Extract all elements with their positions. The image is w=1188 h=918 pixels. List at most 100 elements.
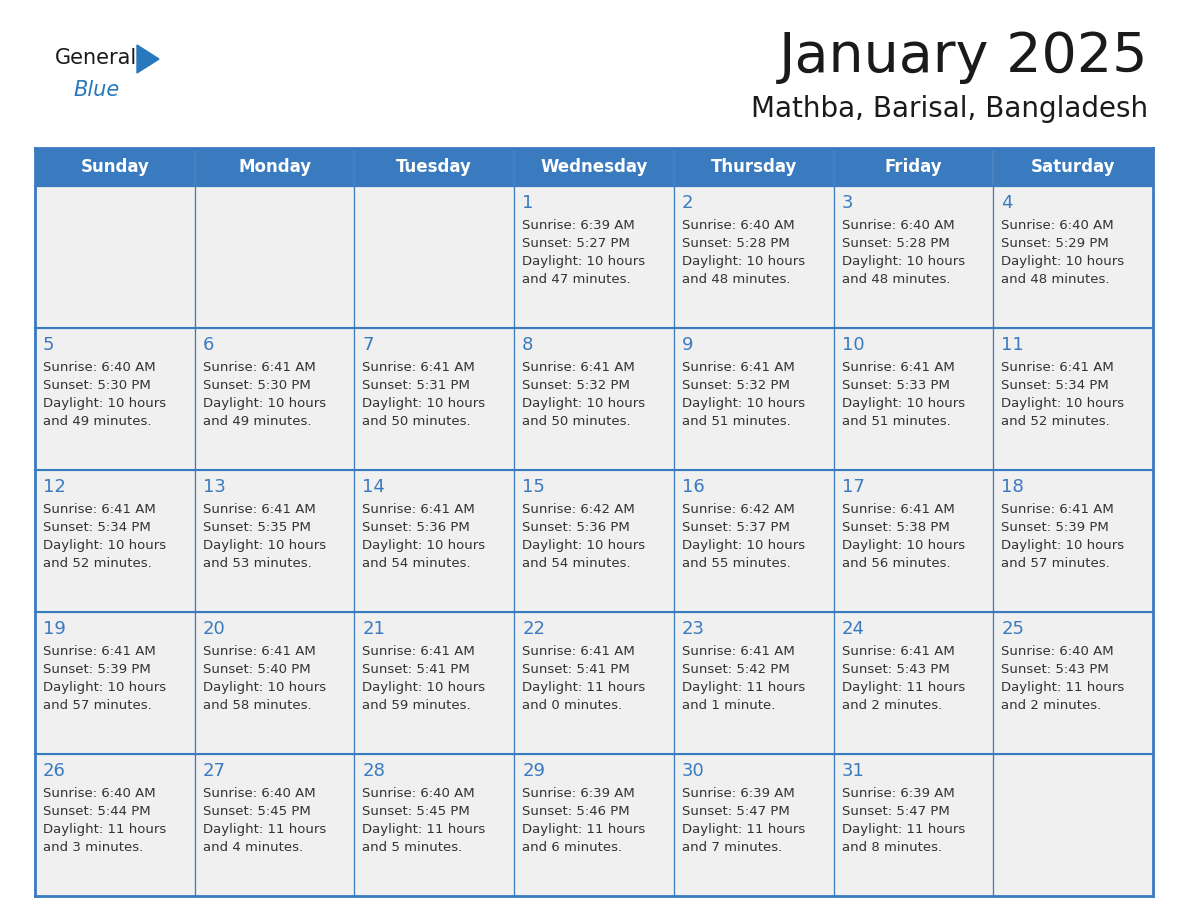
Text: 4: 4 bbox=[1001, 194, 1013, 212]
Text: and 50 minutes.: and 50 minutes. bbox=[523, 415, 631, 428]
Text: and 59 minutes.: and 59 minutes. bbox=[362, 699, 472, 712]
Bar bbox=[34, 186, 195, 328]
Bar bbox=[354, 328, 514, 470]
Text: Daylight: 11 hours: Daylight: 11 hours bbox=[682, 681, 805, 694]
Text: Sunrise: 6:41 AM: Sunrise: 6:41 AM bbox=[841, 645, 954, 658]
Text: and 51 minutes.: and 51 minutes. bbox=[682, 415, 790, 428]
Text: Sunrise: 6:40 AM: Sunrise: 6:40 AM bbox=[841, 219, 954, 232]
Text: Sunset: 5:35 PM: Sunset: 5:35 PM bbox=[203, 521, 310, 534]
Text: Daylight: 11 hours: Daylight: 11 hours bbox=[523, 823, 645, 836]
Text: Blue: Blue bbox=[72, 80, 119, 100]
Bar bbox=[834, 148, 993, 186]
Bar bbox=[514, 754, 674, 896]
Text: Sunset: 5:47 PM: Sunset: 5:47 PM bbox=[682, 805, 790, 818]
Bar bbox=[514, 328, 674, 470]
Bar bbox=[195, 328, 354, 470]
Text: Daylight: 10 hours: Daylight: 10 hours bbox=[362, 539, 486, 552]
Text: Sunrise: 6:39 AM: Sunrise: 6:39 AM bbox=[523, 787, 634, 800]
Text: 29: 29 bbox=[523, 762, 545, 780]
Text: Sunset: 5:39 PM: Sunset: 5:39 PM bbox=[1001, 521, 1110, 534]
Text: 13: 13 bbox=[203, 478, 226, 496]
Text: and 49 minutes.: and 49 minutes. bbox=[43, 415, 152, 428]
Bar bbox=[34, 754, 195, 896]
Text: Daylight: 10 hours: Daylight: 10 hours bbox=[841, 255, 965, 268]
Text: and 49 minutes.: and 49 minutes. bbox=[203, 415, 311, 428]
Bar bbox=[834, 754, 993, 896]
Text: Daylight: 11 hours: Daylight: 11 hours bbox=[43, 823, 166, 836]
Bar bbox=[34, 328, 195, 470]
Text: 23: 23 bbox=[682, 620, 704, 638]
Text: Sunrise: 6:40 AM: Sunrise: 6:40 AM bbox=[43, 361, 156, 374]
Text: Mathba, Barisal, Bangladesh: Mathba, Barisal, Bangladesh bbox=[751, 95, 1148, 123]
Bar bbox=[514, 148, 674, 186]
Text: Daylight: 10 hours: Daylight: 10 hours bbox=[1001, 539, 1124, 552]
Text: Sunrise: 6:39 AM: Sunrise: 6:39 AM bbox=[682, 787, 795, 800]
Text: Sunset: 5:33 PM: Sunset: 5:33 PM bbox=[841, 379, 949, 392]
Bar bbox=[195, 612, 354, 754]
Bar bbox=[993, 328, 1154, 470]
Text: Sunset: 5:40 PM: Sunset: 5:40 PM bbox=[203, 663, 310, 676]
Text: and 52 minutes.: and 52 minutes. bbox=[43, 557, 152, 570]
Text: 16: 16 bbox=[682, 478, 704, 496]
Text: Sunrise: 6:41 AM: Sunrise: 6:41 AM bbox=[362, 361, 475, 374]
Text: Sunrise: 6:41 AM: Sunrise: 6:41 AM bbox=[523, 361, 634, 374]
Bar bbox=[674, 612, 834, 754]
Bar bbox=[514, 470, 674, 612]
Text: and 57 minutes.: and 57 minutes. bbox=[1001, 557, 1110, 570]
Text: and 54 minutes.: and 54 minutes. bbox=[362, 557, 472, 570]
Text: Sunrise: 6:41 AM: Sunrise: 6:41 AM bbox=[203, 645, 316, 658]
Text: Sunrise: 6:41 AM: Sunrise: 6:41 AM bbox=[362, 503, 475, 516]
Bar bbox=[674, 754, 834, 896]
Text: Sunset: 5:39 PM: Sunset: 5:39 PM bbox=[43, 663, 151, 676]
Text: Daylight: 11 hours: Daylight: 11 hours bbox=[682, 823, 805, 836]
Text: Thursday: Thursday bbox=[710, 158, 797, 176]
Text: Wednesday: Wednesday bbox=[541, 158, 647, 176]
Text: January 2025: January 2025 bbox=[778, 30, 1148, 84]
Text: Daylight: 10 hours: Daylight: 10 hours bbox=[203, 539, 326, 552]
Text: 5: 5 bbox=[43, 336, 55, 354]
Text: Sunset: 5:29 PM: Sunset: 5:29 PM bbox=[1001, 237, 1110, 250]
Text: Sunset: 5:30 PM: Sunset: 5:30 PM bbox=[43, 379, 151, 392]
Bar bbox=[993, 612, 1154, 754]
Text: 15: 15 bbox=[523, 478, 545, 496]
Text: Sunrise: 6:40 AM: Sunrise: 6:40 AM bbox=[1001, 219, 1114, 232]
Text: Sunset: 5:28 PM: Sunset: 5:28 PM bbox=[841, 237, 949, 250]
Text: Friday: Friday bbox=[885, 158, 942, 176]
Text: and 1 minute.: and 1 minute. bbox=[682, 699, 776, 712]
Text: 3: 3 bbox=[841, 194, 853, 212]
Text: and 8 minutes.: and 8 minutes. bbox=[841, 841, 942, 854]
Text: Sunrise: 6:41 AM: Sunrise: 6:41 AM bbox=[1001, 503, 1114, 516]
Text: Daylight: 10 hours: Daylight: 10 hours bbox=[841, 539, 965, 552]
Text: 21: 21 bbox=[362, 620, 385, 638]
Text: Sunset: 5:36 PM: Sunset: 5:36 PM bbox=[523, 521, 630, 534]
Text: Daylight: 10 hours: Daylight: 10 hours bbox=[523, 397, 645, 410]
Text: 9: 9 bbox=[682, 336, 694, 354]
Text: Sunset: 5:36 PM: Sunset: 5:36 PM bbox=[362, 521, 470, 534]
Text: Sunset: 5:37 PM: Sunset: 5:37 PM bbox=[682, 521, 790, 534]
Text: Sunset: 5:34 PM: Sunset: 5:34 PM bbox=[43, 521, 151, 534]
Bar bbox=[354, 186, 514, 328]
Text: Sunset: 5:28 PM: Sunset: 5:28 PM bbox=[682, 237, 790, 250]
Text: and 7 minutes.: and 7 minutes. bbox=[682, 841, 782, 854]
Text: Tuesday: Tuesday bbox=[397, 158, 472, 176]
Text: Daylight: 10 hours: Daylight: 10 hours bbox=[682, 255, 805, 268]
Text: Daylight: 10 hours: Daylight: 10 hours bbox=[203, 681, 326, 694]
Text: Sunset: 5:30 PM: Sunset: 5:30 PM bbox=[203, 379, 310, 392]
Text: Sunset: 5:32 PM: Sunset: 5:32 PM bbox=[682, 379, 790, 392]
Text: Daylight: 11 hours: Daylight: 11 hours bbox=[523, 681, 645, 694]
Text: Daylight: 10 hours: Daylight: 10 hours bbox=[1001, 255, 1124, 268]
Bar bbox=[34, 612, 195, 754]
Text: and 57 minutes.: and 57 minutes. bbox=[43, 699, 152, 712]
Bar bbox=[195, 754, 354, 896]
Text: Sunrise: 6:41 AM: Sunrise: 6:41 AM bbox=[523, 645, 634, 658]
Bar bbox=[834, 612, 993, 754]
Bar bbox=[674, 148, 834, 186]
Text: Monday: Monday bbox=[238, 158, 311, 176]
Text: Daylight: 10 hours: Daylight: 10 hours bbox=[203, 397, 326, 410]
Text: Sunset: 5:34 PM: Sunset: 5:34 PM bbox=[1001, 379, 1110, 392]
Text: 24: 24 bbox=[841, 620, 865, 638]
Text: and 55 minutes.: and 55 minutes. bbox=[682, 557, 790, 570]
Text: and 5 minutes.: and 5 minutes. bbox=[362, 841, 462, 854]
Text: Sunrise: 6:41 AM: Sunrise: 6:41 AM bbox=[1001, 361, 1114, 374]
Text: 8: 8 bbox=[523, 336, 533, 354]
